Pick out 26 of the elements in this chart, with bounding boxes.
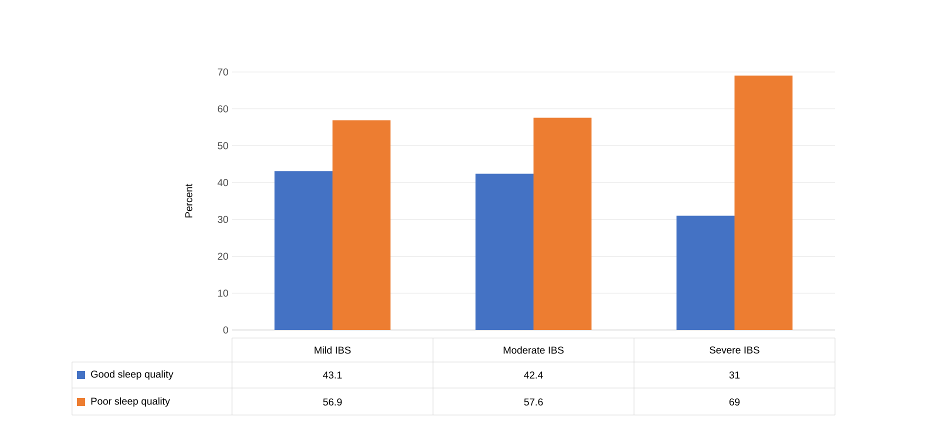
data-label: 43.1: [323, 371, 342, 379]
y-tick-label: 30: [218, 216, 228, 223]
y-axis-title: Percent: [185, 184, 192, 218]
bar: [274, 171, 333, 330]
data-label: 57.6: [524, 398, 543, 406]
bar: [476, 174, 534, 330]
x-tick-label: Moderate IBS: [504, 346, 564, 354]
bar: [734, 76, 793, 330]
y-tick-label: 40: [218, 179, 228, 186]
x-tick-label: Mild IBS: [314, 346, 351, 354]
legend-label: Good sleep quality: [91, 370, 174, 380]
y-tick-label: 10: [218, 290, 228, 297]
y-tick-label: 0: [223, 326, 228, 334]
data-label: 42.4: [524, 372, 543, 378]
x-tick-label: Severe IBS: [710, 346, 760, 354]
y-tick-label: 70: [218, 68, 228, 76]
legend-label: Poor sleep quality: [91, 397, 170, 407]
bar: [676, 216, 735, 330]
data-label: 69: [729, 398, 740, 406]
bar: [534, 118, 592, 330]
y-tick-label: 50: [218, 142, 228, 150]
data-label: 56.9: [323, 398, 342, 406]
bar: [332, 120, 391, 330]
y-tick-label: 60: [218, 105, 228, 112]
y-tick-label: 20: [218, 252, 228, 260]
data-label: 31: [729, 371, 740, 379]
